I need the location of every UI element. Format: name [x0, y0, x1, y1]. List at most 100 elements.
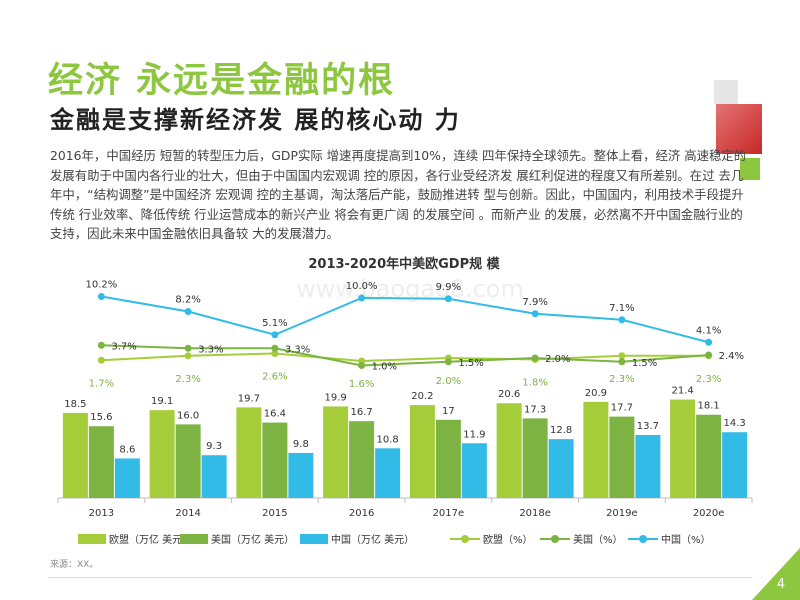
legend-label: 中国（%）	[661, 535, 711, 546]
bar	[522, 418, 548, 498]
x-tick-label: 2016	[349, 508, 374, 519]
bar	[288, 452, 314, 498]
line-point	[271, 344, 279, 352]
x-tick-label: 2020e	[693, 508, 725, 519]
bar-value-label: 19.1	[151, 396, 173, 407]
bar-value-label: 17.7	[611, 403, 633, 414]
bar-value-label: 17.3	[524, 404, 546, 415]
page-number: 4	[776, 577, 786, 592]
line-value-label: 5.1%	[262, 318, 287, 329]
line-value-label: 4.1%	[696, 325, 721, 336]
legend-item-us-gdp: 美国（万亿 美元）	[180, 531, 294, 546]
line-point	[531, 310, 539, 318]
line-point	[271, 350, 279, 357]
line-point	[618, 358, 626, 366]
decorative-gray-square	[714, 80, 738, 104]
bar-value-label: 21.4	[671, 386, 693, 397]
bar	[435, 419, 461, 498]
decorative-green-square	[740, 158, 760, 180]
line-value-label: 1.7%	[89, 378, 114, 389]
bar	[62, 412, 88, 498]
bar	[149, 410, 175, 498]
bar	[114, 458, 140, 498]
bar-value-label: 11.9	[463, 429, 485, 440]
x-tick-label: 2019e	[606, 508, 638, 519]
bar	[722, 432, 748, 498]
bar-value-label: 20.2	[411, 391, 433, 402]
line-value-label: 2.3%	[609, 374, 634, 385]
series-line	[101, 352, 709, 363]
line-value-label: 9.9%	[436, 282, 461, 293]
line-value-label: 1.5%	[632, 358, 657, 369]
bar	[583, 401, 609, 498]
chart-title: 2013-2020年中美欧GDP规 模	[308, 256, 500, 272]
body-paragraph: 2016年，中国经历 短暂的转型压力后，GDP实际 增速再度提高到10%，连续 …	[50, 148, 747, 242]
page-number-triangle	[752, 548, 800, 600]
bar-value-label: 16.7	[350, 407, 372, 418]
bar	[349, 421, 375, 498]
bar	[88, 426, 114, 498]
bar-value-label: 15.6	[90, 412, 112, 423]
line-value-label: 10.2%	[85, 280, 117, 291]
x-tick-label: 2015	[262, 508, 287, 519]
line-value-label: 1.8%	[522, 378, 547, 389]
bar-value-label: 16.0	[177, 410, 199, 421]
bar	[696, 414, 722, 498]
line-point	[705, 338, 713, 346]
line-value-label: 10.0%	[346, 281, 378, 292]
bar-value-label: 13.7	[637, 421, 659, 432]
bar-value-label: 14.3	[723, 418, 745, 429]
x-tick-label: 2013	[89, 508, 114, 519]
line-point	[618, 352, 626, 360]
line-value-label: 7.9%	[522, 297, 547, 308]
line-value-label: 8.2%	[175, 295, 200, 306]
line-point	[271, 331, 279, 339]
legend-label: 中国（万亿 美元）	[331, 535, 415, 546]
decorative-red-square	[716, 104, 762, 154]
legend-item-cn-growth: 中国（%）	[628, 531, 711, 546]
page-title: 经济 永远是金融的根	[48, 61, 396, 101]
bar-value-label: 19.7	[238, 393, 260, 404]
bar	[635, 434, 661, 498]
bar	[409, 405, 435, 498]
line-point	[184, 344, 192, 352]
line-point	[184, 352, 192, 360]
legend-swatch	[78, 533, 106, 544]
bar-value-label: 18.1	[697, 401, 719, 412]
bar-value-label: 16.4	[264, 409, 286, 420]
line-value-label: 3.3%	[285, 344, 310, 355]
line-point	[618, 316, 626, 324]
line-value-label: 3.3%	[198, 344, 223, 355]
bar-value-label: 9.3	[206, 441, 222, 452]
source-note: 来源：XX。	[50, 560, 99, 570]
line-point	[97, 341, 105, 349]
legend-swatch	[180, 533, 208, 544]
bar-value-label: 20.9	[585, 388, 607, 399]
line-point	[97, 356, 105, 364]
bar	[262, 422, 288, 498]
bar	[323, 406, 349, 498]
legend-label: 美国（万亿 美元）	[211, 535, 295, 546]
bar	[496, 403, 522, 498]
line-value-label: 1.0%	[372, 362, 397, 373]
legend-item-eu-growth: 欧盟（%）	[450, 531, 533, 546]
line-point	[184, 308, 192, 315]
legend-label: 美国（%）	[573, 535, 623, 546]
line-value-label: 2.4%	[719, 351, 744, 362]
legend-label: 欧盟（%）	[483, 535, 533, 546]
line-point	[97, 293, 105, 300]
bar	[609, 416, 635, 498]
bar	[201, 455, 227, 498]
x-tick-label: 2017e	[433, 508, 465, 519]
line-point	[444, 295, 452, 303]
legend-swatch	[540, 534, 570, 544]
bar	[175, 424, 201, 498]
line-value-label: 1.5%	[458, 358, 483, 369]
line-point	[705, 351, 713, 359]
line-value-label: 1.6%	[349, 379, 374, 390]
legend-label: 欧盟（万亿 美元）	[109, 535, 193, 546]
bar-value-label: 20.6	[498, 389, 520, 400]
legend-swatch	[628, 534, 658, 544]
line-value-label: 2.6%	[262, 372, 287, 383]
